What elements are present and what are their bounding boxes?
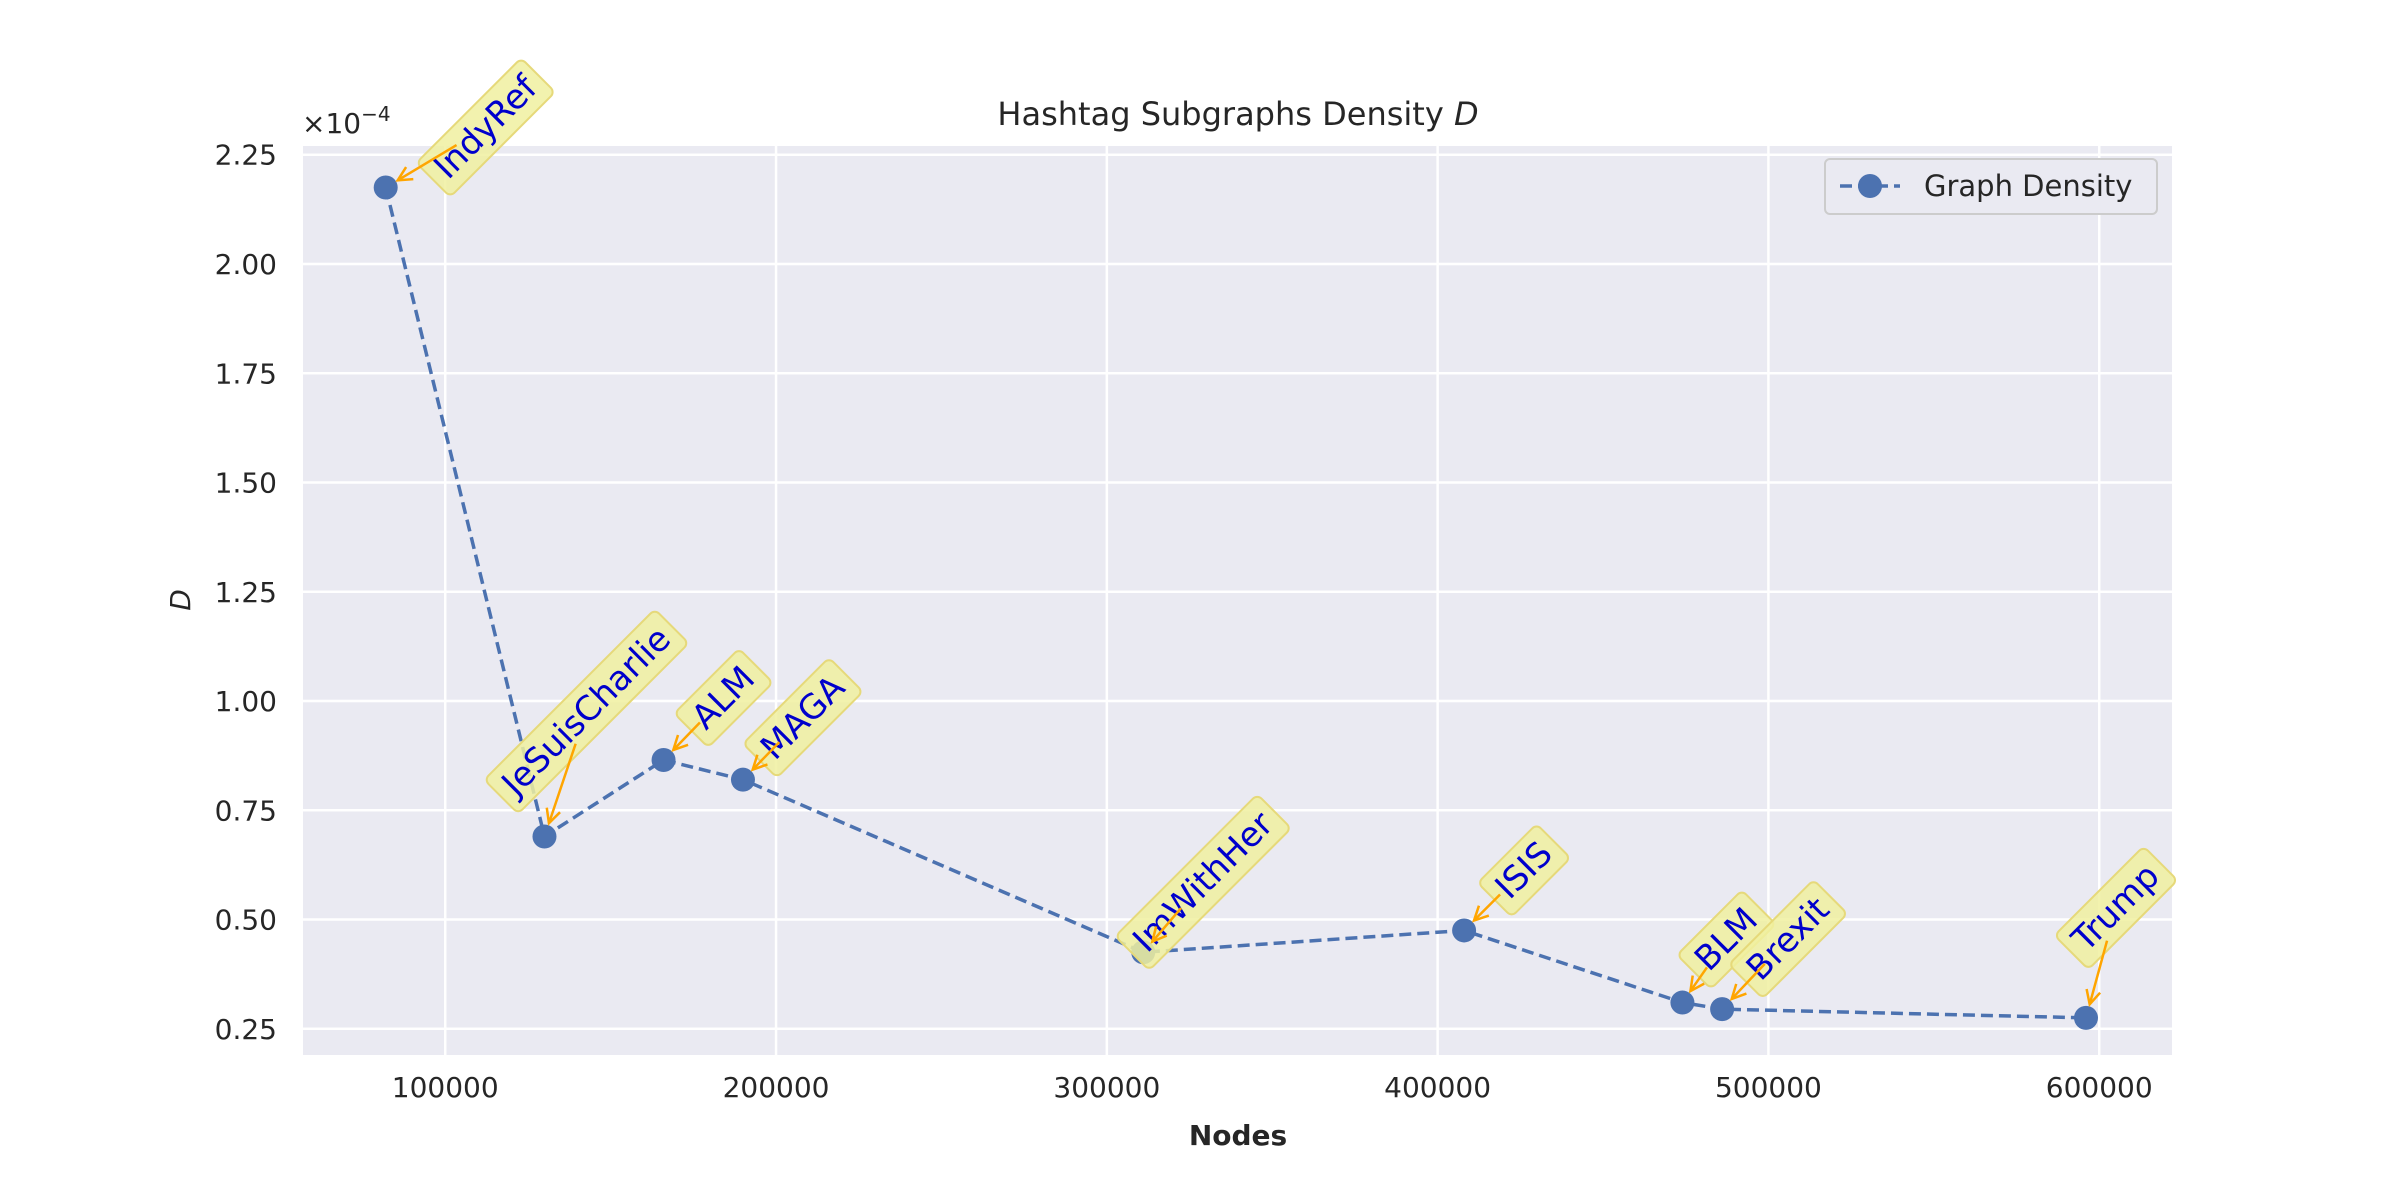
data-point-alm xyxy=(651,748,676,773)
data-point-blm xyxy=(1670,990,1695,1015)
x-tick-label: 300000 xyxy=(1053,1071,1160,1104)
y-axis-scale-factor: ×10−4 xyxy=(302,102,391,140)
x-tick-label: 100000 xyxy=(392,1071,499,1104)
x-tick-label: 400000 xyxy=(1384,1071,1491,1104)
annotation-arrowhead xyxy=(671,734,689,752)
y-tick-label: 2.25 xyxy=(215,139,277,172)
annotation-arrowhead xyxy=(1688,975,1705,994)
annotation-arrowhead xyxy=(1472,905,1490,923)
legend-marker xyxy=(1858,174,1882,198)
annotation-arrow xyxy=(1730,962,1766,1000)
x-tick-label: 500000 xyxy=(1715,1071,1822,1104)
y-tick-label: 1.00 xyxy=(215,685,277,718)
annotation-arrow xyxy=(751,741,781,771)
y-tick-label: 2.00 xyxy=(215,248,277,281)
y-tick-label: 1.25 xyxy=(215,576,277,609)
annotation-box xyxy=(485,610,688,813)
annotation-arrow xyxy=(397,143,458,182)
annotation-arrow xyxy=(2088,940,2109,1005)
data-point-jesuischarlie xyxy=(532,824,557,849)
legend-label: Graph Density xyxy=(1924,169,2132,203)
y-tick-label: 1.50 xyxy=(215,467,277,500)
data-point-trump xyxy=(2073,1005,2098,1030)
data-point-maga xyxy=(730,767,755,792)
legend: Graph Density xyxy=(1824,158,2158,215)
data-point-brexit xyxy=(1710,997,1735,1022)
x-tick-label: 200000 xyxy=(723,1071,830,1104)
annotation-arrow xyxy=(1689,966,1708,992)
y-tick-label: 0.25 xyxy=(215,1013,277,1046)
annotation-arrowhead xyxy=(2085,988,2102,1008)
annotation-arrowhead xyxy=(1729,983,1747,1001)
annotation-box xyxy=(2055,847,2177,968)
annotation-arrowhead xyxy=(545,807,561,826)
y-tick-labels: 0.25 0.50 0.75 1.00 1.25 1.50 1.75 2.00 2.25 xyxy=(215,139,277,1046)
annotation-alm: ALM xyxy=(675,650,772,746)
annotation-arrowhead xyxy=(1150,926,1168,944)
annotation-arrow xyxy=(1151,907,1183,943)
annotation-arrowhead xyxy=(750,754,768,772)
x-tick-label: 600000 xyxy=(2046,1071,2153,1104)
annotation-arrow xyxy=(1473,893,1501,922)
chart-title: Hashtag Subgraphs Density D xyxy=(997,95,1478,133)
x-axis-label: Nodes xyxy=(1189,1119,1287,1152)
y-tick-label: 1.75 xyxy=(215,357,277,390)
y-tick-label: 0.50 xyxy=(215,904,277,937)
legend-box xyxy=(1824,158,2158,215)
y-axis-label: D xyxy=(164,589,197,611)
data-point-isis xyxy=(1452,918,1477,943)
grid-lines xyxy=(303,146,2172,1055)
annotation-arrow xyxy=(547,743,577,824)
annotation-arrowhead xyxy=(395,166,414,182)
plot-area xyxy=(303,146,2172,1055)
annotation-box xyxy=(1116,795,1290,969)
annotation-box xyxy=(417,59,554,196)
x-tick-labels: 100000 200000 300000 400000 500000 600000 xyxy=(392,1071,2153,1104)
data-point-indyref xyxy=(373,175,398,200)
annotation-arrow xyxy=(672,721,701,751)
y-tick-label: 0.75 xyxy=(215,794,277,827)
